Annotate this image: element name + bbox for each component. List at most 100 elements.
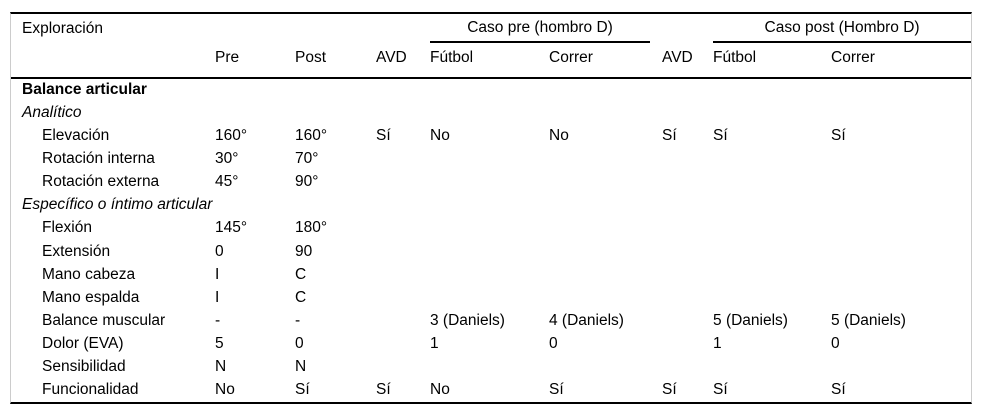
- table-cell: [430, 101, 549, 124]
- table-cell: [831, 263, 971, 286]
- table-cell: [430, 356, 549, 379]
- group-header-caso-post-label: Caso post (Hombro D): [713, 14, 972, 43]
- table-cell: 0: [215, 242, 224, 260]
- table-cell: [430, 240, 549, 263]
- row-label: Analítico: [22, 103, 82, 121]
- row-label: Mano cabeza: [42, 265, 136, 283]
- table-cell: 0: [549, 335, 558, 353]
- subheader-spacer: [11, 43, 215, 79]
- header-spacer-left: [215, 14, 430, 43]
- table-cell: 0: [295, 335, 304, 353]
- table-cell: [549, 263, 662, 286]
- header-spacer-mid: [662, 14, 713, 43]
- table-cell: 3 (Daniels): [430, 311, 505, 329]
- table-cell: [831, 78, 971, 101]
- table-cell: 5 (Daniels): [831, 311, 906, 329]
- table-cell: [831, 147, 971, 170]
- row-label: Balance articular: [22, 81, 147, 99]
- table-cell: [713, 194, 831, 217]
- table-cell: [549, 217, 662, 240]
- table-cell: [430, 147, 549, 170]
- table-cell: [549, 101, 662, 124]
- table-cell: [549, 194, 662, 217]
- row-label: Dolor (EVA): [42, 335, 124, 353]
- table-cell: 160°: [215, 126, 248, 144]
- table-row-rotacion-interna: Rotación interna 30° 70°: [11, 147, 971, 170]
- table-cell: [662, 263, 713, 286]
- table-row-mano-espalda: Mano espalda I C: [11, 286, 971, 309]
- table-cell: -: [215, 311, 221, 329]
- table-cell: I: [215, 265, 220, 283]
- table-cell: [376, 217, 430, 240]
- row-label: Rotación interna: [42, 149, 155, 167]
- subheader-avd-2: AVD: [662, 43, 714, 79]
- table-cell: [549, 171, 662, 194]
- table-cell: 5 (Daniels): [713, 311, 788, 329]
- table-cell: -: [295, 311, 301, 329]
- table-cell: [713, 263, 831, 286]
- table-cell: Sí: [295, 381, 310, 399]
- table-cell: C: [295, 265, 307, 283]
- table-cell: [549, 286, 662, 309]
- table-cell: No: [430, 126, 450, 144]
- group-header-caso-post: Caso post (Hombro D): [713, 14, 972, 43]
- table-cell: [430, 171, 549, 194]
- table-cell: [713, 171, 831, 194]
- table-cell: [549, 240, 662, 263]
- corner-header-exploracion: Exploración: [22, 19, 103, 37]
- table-cell: [831, 217, 971, 240]
- row-label: Rotación externa: [42, 173, 160, 191]
- table-cell: [295, 101, 376, 124]
- table-cell: [376, 309, 430, 332]
- subheader-correr-pre: Correr: [549, 43, 663, 79]
- table-cell: [376, 194, 430, 217]
- subheader-avd-1: AVD: [376, 43, 430, 79]
- table-cell: 160°: [295, 126, 328, 144]
- table-cell: 0: [831, 335, 840, 353]
- table-row-flexion: Flexión 145° 180°: [11, 217, 971, 240]
- table-cell: [295, 194, 376, 217]
- table-cell: [713, 78, 831, 101]
- table-cell: 30°: [215, 149, 239, 167]
- table-cell: 45°: [215, 173, 239, 191]
- table-row-elevacion: Elevación 160° 160° Sí No No Sí Sí Sí: [11, 124, 971, 147]
- table-cell: [549, 356, 662, 379]
- table-cell: [215, 194, 295, 217]
- subheader-post: Post: [295, 43, 376, 79]
- table-cell: 70°: [295, 149, 319, 167]
- table-cell: [831, 240, 971, 263]
- table-cell: [430, 217, 549, 240]
- table-cell: 1: [713, 335, 722, 353]
- table-cell: Sí: [376, 381, 391, 399]
- table-cell: N: [295, 358, 307, 376]
- table-cell: [549, 147, 662, 170]
- table-cell: [831, 171, 971, 194]
- table-cell: [831, 194, 971, 217]
- table-cell: [662, 309, 713, 332]
- table-cell: [430, 78, 549, 101]
- table-cell: [662, 147, 713, 170]
- row-label: Mano espalda: [42, 288, 140, 306]
- table-cell: [376, 78, 430, 101]
- table-cell: [295, 78, 376, 101]
- table-cell: [713, 101, 831, 124]
- table-cell: [713, 147, 831, 170]
- table-row-balance-articular: Balance articular: [11, 78, 971, 101]
- table-cell: [215, 78, 295, 101]
- table-cell: [215, 101, 295, 124]
- table-cell: [662, 217, 713, 240]
- table-cell: [662, 333, 713, 356]
- table-row-extension: Extensión 0 90: [11, 240, 971, 263]
- table-cell: Sí: [831, 126, 846, 144]
- table-cell: C: [295, 288, 307, 306]
- table-row-balance-muscular: Balance muscular - - 3 (Daniels) 4 (Dani…: [11, 309, 971, 332]
- table-cell: [376, 286, 430, 309]
- table-cell: [662, 356, 713, 379]
- row-label: Funcionalidad: [42, 381, 139, 399]
- table-cell: 4 (Daniels): [549, 311, 624, 329]
- table-cell: [430, 263, 549, 286]
- row-label: Sensibilidad: [42, 358, 126, 376]
- table-cell: [831, 356, 971, 379]
- table-cell: [662, 286, 713, 309]
- table-cell: [430, 194, 549, 217]
